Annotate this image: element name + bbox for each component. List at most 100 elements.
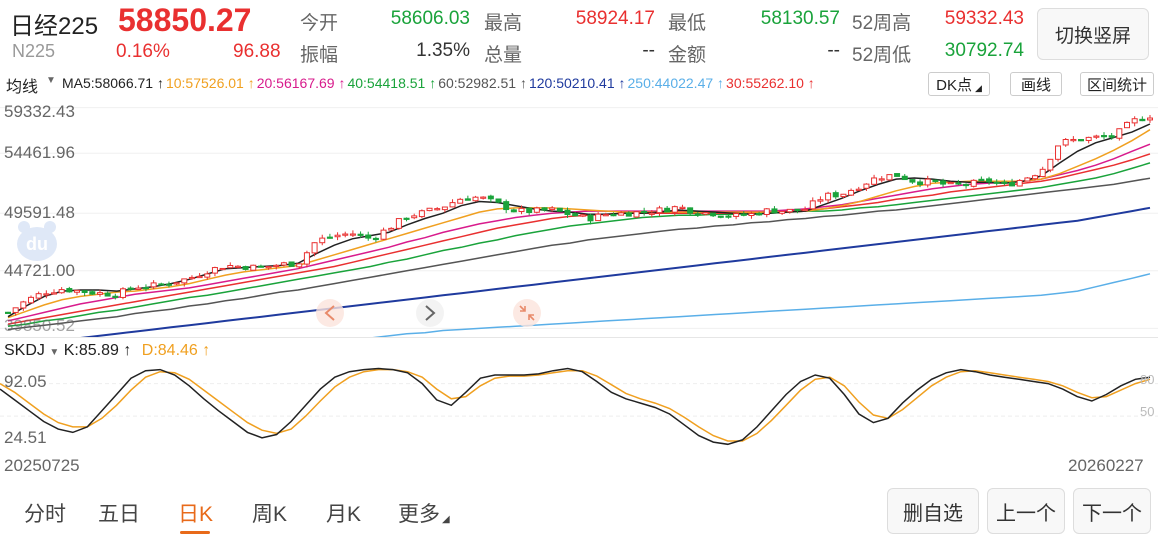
candlestick-chart[interactable]: [0, 98, 1158, 338]
skdj-dropdown-icon[interactable]: ▼: [49, 347, 60, 358]
end-date: 20260227: [1068, 456, 1144, 475]
ma-value-item: 40:54418.51 ↑: [347, 75, 437, 91]
quote-value: 58924.17: [575, 8, 655, 29]
skdj-k-value: K:85.89 ↑: [63, 342, 132, 359]
candle-body: [388, 227, 395, 231]
draw-line-button[interactable]: 画线: [1010, 72, 1062, 96]
prev-button[interactable]: 上一个: [987, 488, 1065, 534]
switch-portrait-button[interactable]: 切换竖屏: [1037, 8, 1149, 60]
candle-body: [441, 206, 448, 211]
tab-weekly-k[interactable]: 周K: [252, 503, 288, 526]
candle-body: [572, 213, 579, 217]
candle-body: [932, 179, 939, 182]
candle-body: [472, 196, 479, 202]
candle-body: [955, 182, 962, 185]
tab-intraday[interactable]: 分时: [24, 503, 66, 526]
zoom-arrows-icon: [519, 305, 535, 321]
candle-body: [1047, 158, 1054, 171]
tab-monthly-k[interactable]: 月K: [326, 503, 362, 526]
candle-body: [648, 212, 655, 215]
skdj-ref-80: 80: [1140, 372, 1155, 387]
candle-body: [288, 261, 295, 267]
scroll-right-icon: [416, 299, 444, 327]
candle-body: [733, 213, 740, 217]
ma-line-ma40: [7, 162, 1151, 328]
candle-body: [1001, 181, 1008, 184]
candle-body: [671, 206, 678, 213]
candle-body: [58, 289, 65, 294]
candle-body: [104, 292, 111, 297]
candle-body: [1039, 168, 1046, 178]
candle-body: [556, 207, 563, 212]
more-dropdown-icon[interactable]: ◢: [442, 514, 450, 525]
candle-body: [717, 215, 724, 218]
candle-body: [694, 213, 701, 216]
candle-body: [1093, 135, 1100, 138]
candle-body: [20, 301, 27, 309]
candle-body: [66, 288, 73, 293]
candle-body: [418, 210, 425, 218]
scroll-left-arrow-icon: [324, 305, 335, 321]
candle-body: [878, 178, 885, 181]
tab-five-day[interactable]: 五日: [98, 503, 140, 526]
candle-body: [1139, 118, 1146, 122]
quote-value: --: [827, 40, 840, 61]
candle-body: [825, 192, 832, 201]
ma-selector[interactable]: 均线: [6, 79, 39, 96]
candle-body: [1078, 139, 1085, 142]
candle-body: [1101, 135, 1108, 138]
candle-body: [1147, 117, 1153, 121]
candle-body: [848, 189, 855, 196]
candle-body: [702, 211, 709, 215]
candle-body: [50, 292, 57, 295]
ma-dropdown-icon[interactable]: ▼: [46, 75, 56, 86]
candle-body: [595, 213, 602, 222]
next-button[interactable]: 下一个: [1073, 488, 1151, 534]
candle-body: [311, 242, 318, 254]
ma-value-item: 250:44022.47 ↑: [627, 75, 725, 91]
skdj-d-value: D:84.46 ↑: [141, 342, 211, 359]
candle-body: [365, 234, 372, 239]
candle-body: [947, 181, 954, 185]
candle-body: [855, 188, 862, 191]
tab-daily-k[interactable]: 日K: [178, 503, 214, 526]
index-code: N225: [12, 41, 56, 61]
candle-body: [280, 262, 287, 266]
candle-body: [993, 181, 1000, 184]
tab-more[interactable]: 更多: [398, 503, 440, 526]
candle-body: [786, 208, 793, 213]
candle-body: [587, 214, 594, 222]
price-axis-label: 59332.43: [4, 102, 75, 121]
quote-label: 振幅: [300, 45, 339, 66]
candle-body: [27, 296, 34, 304]
dk-point-button[interactable]: DK点 ◢: [928, 72, 990, 96]
dk-dropdown-icon: ◢: [974, 82, 982, 93]
candle-body: [740, 213, 747, 216]
skdj-chart[interactable]: [0, 362, 1158, 454]
change-amount: 96.88: [233, 41, 281, 62]
quote-value: 1.35%: [416, 40, 470, 61]
candle-body: [349, 233, 356, 236]
candle-body: [342, 233, 349, 236]
candle-body: [564, 209, 571, 215]
candle-body: [234, 265, 241, 268]
candle-body: [940, 180, 947, 185]
candle-body: [1124, 121, 1131, 129]
add-watchlist-button[interactable]: 删自选: [887, 488, 979, 534]
candle-body: [372, 237, 379, 241]
skdj-line-d: [0, 368, 1151, 442]
candle-body: [319, 237, 326, 244]
quote-value: --: [642, 40, 655, 61]
candle-body: [188, 276, 195, 280]
candle-body: [127, 287, 134, 290]
candle-body: [480, 196, 487, 199]
skdj-selector[interactable]: SKDJ: [4, 342, 45, 359]
range-stat-button[interactable]: 区间统计: [1080, 72, 1154, 96]
candle-body: [871, 177, 878, 185]
candle-body: [326, 236, 333, 239]
baidu-logo-icon: du: [17, 221, 57, 261]
candle-body: [748, 212, 755, 217]
candle-body: [257, 265, 264, 268]
candle-body: [464, 198, 471, 201]
candle-body: [158, 283, 165, 286]
